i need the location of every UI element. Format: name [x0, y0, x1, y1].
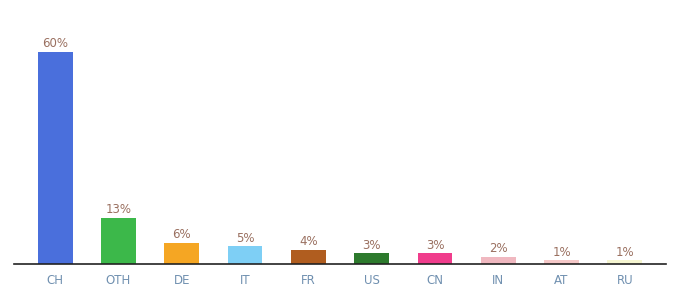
Bar — [38, 52, 73, 264]
Text: 60%: 60% — [42, 38, 68, 50]
Bar — [228, 246, 262, 264]
Text: 1%: 1% — [615, 246, 634, 259]
Bar — [165, 243, 199, 264]
Bar — [354, 254, 389, 264]
Text: 2%: 2% — [489, 242, 507, 255]
Text: 4%: 4% — [299, 235, 318, 248]
Bar — [481, 257, 515, 264]
Text: 13%: 13% — [105, 203, 131, 216]
Text: 1%: 1% — [552, 246, 571, 259]
Bar — [544, 260, 579, 264]
Text: 3%: 3% — [426, 238, 444, 252]
Text: 6%: 6% — [173, 228, 191, 241]
Bar — [101, 218, 136, 264]
Text: 3%: 3% — [362, 238, 381, 252]
Bar — [418, 254, 452, 264]
Bar — [291, 250, 326, 264]
Bar — [607, 260, 642, 264]
Text: 5%: 5% — [236, 232, 254, 244]
